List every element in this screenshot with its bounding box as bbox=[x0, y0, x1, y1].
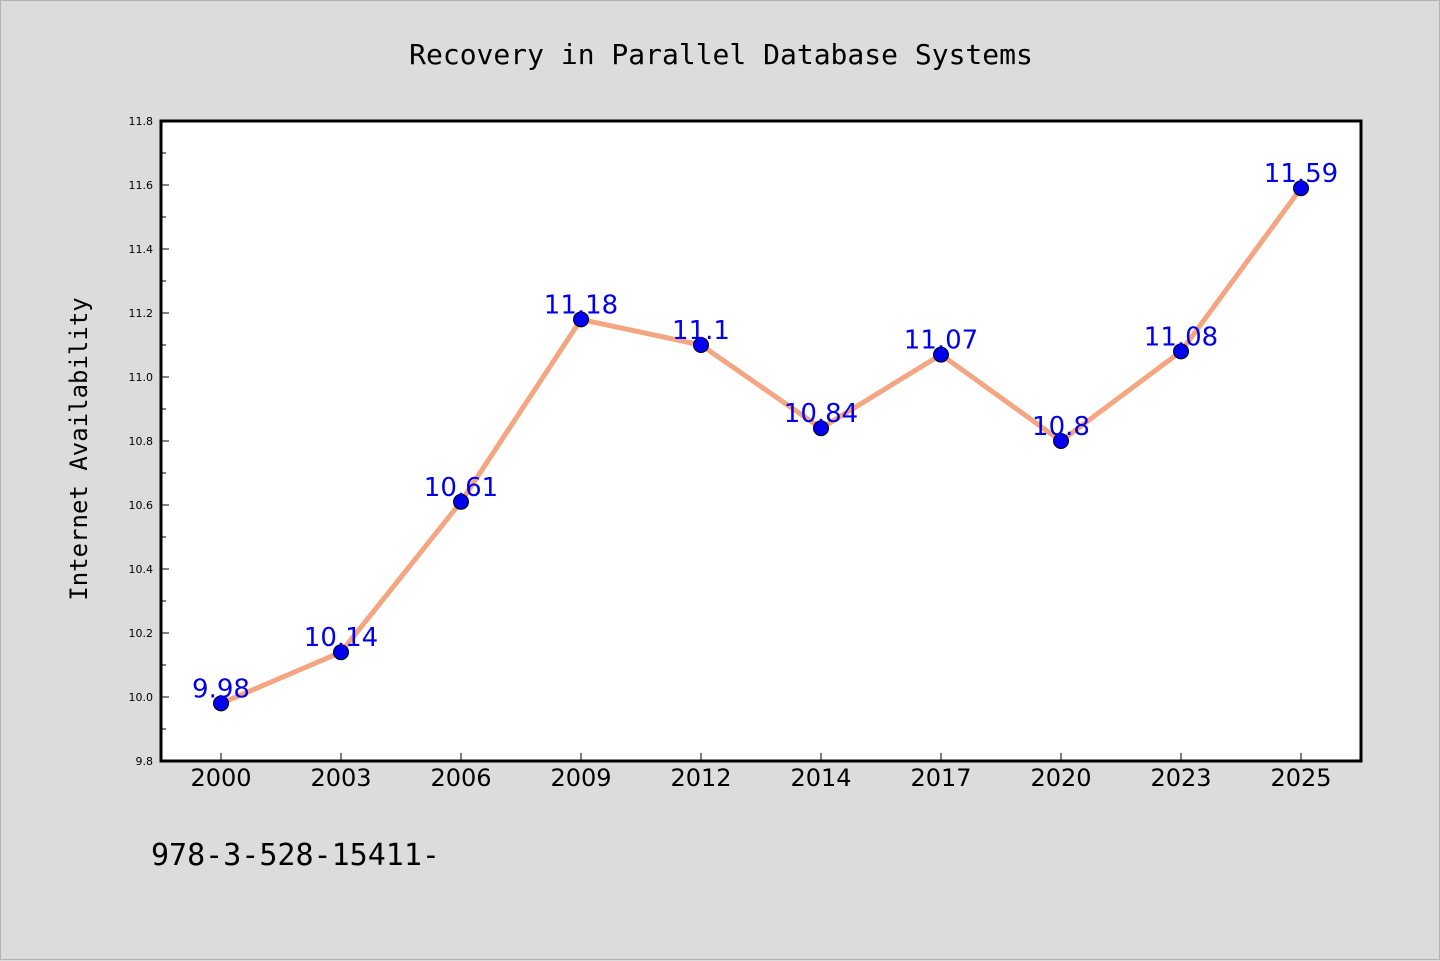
x-tick-label: 2023 bbox=[1150, 764, 1211, 792]
chart-title: Recovery in Parallel Database Systems bbox=[409, 38, 1033, 71]
y-tick-label: 11.6 bbox=[129, 179, 154, 192]
footer-code: 978-3-528-15411- bbox=[151, 838, 440, 873]
y-tick-label: 11.2 bbox=[129, 307, 154, 320]
data-point bbox=[693, 337, 709, 353]
y-tick-label: 10.6 bbox=[129, 499, 154, 512]
y-tick-label: 10.2 bbox=[129, 627, 154, 640]
data-label: 10.8 bbox=[1032, 412, 1090, 442]
x-tick-label: 2012 bbox=[670, 764, 731, 792]
data-point bbox=[933, 346, 949, 363]
data-point bbox=[813, 420, 829, 437]
x-tick-label: 2003 bbox=[310, 764, 371, 792]
data-label: 11.18 bbox=[544, 290, 618, 320]
x-tick-label: 2009 bbox=[550, 764, 611, 792]
data-point bbox=[453, 493, 469, 510]
data-label: 11.59 bbox=[1264, 159, 1338, 189]
markers-layer bbox=[213, 180, 1309, 712]
y-axis-label: Internet Availability bbox=[65, 297, 93, 600]
data-point bbox=[1293, 180, 1309, 197]
data-point bbox=[333, 644, 349, 661]
data-point bbox=[1173, 343, 1189, 360]
x-tick-label: 2006 bbox=[430, 764, 491, 792]
data-label: 11.1 bbox=[672, 316, 730, 346]
y-tick-label: 10.0 bbox=[129, 691, 154, 704]
data-label: 11.07 bbox=[904, 326, 978, 356]
y-tick-label: 9.8 bbox=[136, 755, 154, 768]
data-label: 10.61 bbox=[424, 473, 498, 503]
series-line bbox=[218, 185, 1304, 706]
series-line-layer bbox=[218, 185, 1304, 706]
x-tick-label: 2014 bbox=[790, 764, 851, 792]
data-label: 10.14 bbox=[304, 623, 378, 653]
data-point bbox=[573, 311, 589, 328]
data-point bbox=[213, 695, 229, 712]
data-label: 11.08 bbox=[1144, 322, 1218, 352]
data-labels-layer: 9.98 10.14 10.61 11.18 11.1 10.84 11.07 10.8 11.… bbox=[192, 159, 1338, 704]
data-label: 9.98 bbox=[192, 674, 250, 704]
y-tick-label: 10.8 bbox=[129, 435, 154, 448]
y-tick-label: 11.4 bbox=[129, 243, 154, 256]
data-label: 10.84 bbox=[784, 399, 858, 429]
y-tick-label: 11.0 bbox=[129, 371, 154, 384]
x-tick-label: 2017 bbox=[910, 764, 971, 792]
x-tick-label: 2020 bbox=[1030, 764, 1091, 792]
plot-frame bbox=[159, 119, 1363, 763]
axes: 9.8 10.0 10.2 10.4 10.6 10.8 11.0 11.2 11.4 11.6 1… bbox=[129, 115, 1332, 792]
x-tick-label: 2025 bbox=[1270, 764, 1331, 792]
plot-area bbox=[161, 121, 1361, 761]
y-tick-label: 10.4 bbox=[129, 563, 154, 576]
y-tick-label: 11.8 bbox=[129, 115, 154, 128]
data-point bbox=[1053, 433, 1069, 449]
x-tick-label: 2000 bbox=[190, 764, 251, 792]
